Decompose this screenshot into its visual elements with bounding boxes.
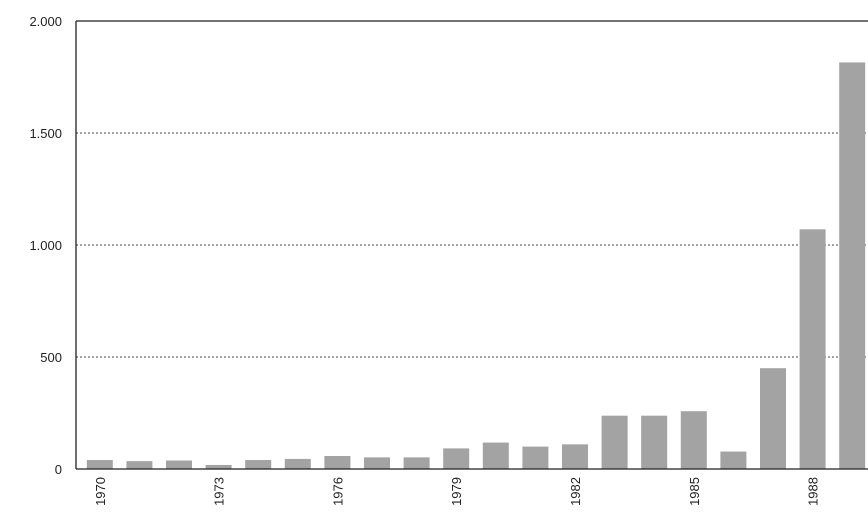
axis-layer bbox=[75, 20, 868, 470]
bar-1986 bbox=[720, 451, 747, 469]
bar-1980 bbox=[482, 442, 509, 469]
x-tick-label: 1970 bbox=[93, 477, 108, 506]
bar-1978 bbox=[403, 457, 430, 469]
bar-1971 bbox=[126, 461, 153, 469]
y-tick-label: 500 bbox=[40, 350, 62, 365]
bar-1974 bbox=[245, 460, 272, 469]
x-tick-label: 1988 bbox=[806, 477, 821, 506]
bar-1981 bbox=[522, 446, 549, 469]
y-tick-label: 1.500 bbox=[29, 126, 62, 141]
bar-1972 bbox=[166, 460, 192, 469]
x-tick-label: 1985 bbox=[687, 477, 702, 506]
y-tick-label: 0 bbox=[55, 462, 62, 477]
bar-layer bbox=[86, 62, 866, 469]
bar-1973 bbox=[205, 464, 232, 469]
x-tick-label: 1979 bbox=[449, 477, 464, 506]
x-tick-labels: 1970 1973 1976 1979 1982 1985 1988 bbox=[93, 477, 821, 506]
bar-1977 bbox=[364, 457, 390, 469]
bar-1984 bbox=[641, 415, 668, 469]
grid-layer bbox=[76, 132, 868, 358]
x-tick-label: 1982 bbox=[568, 477, 583, 506]
y-tick-label: 1.000 bbox=[29, 238, 62, 253]
bar-1985 bbox=[680, 411, 707, 469]
bar-1976 bbox=[324, 456, 351, 469]
bar-1979 bbox=[443, 448, 470, 469]
bar-1987 bbox=[760, 368, 786, 469]
bar-1970 bbox=[86, 460, 113, 469]
bar-1982 bbox=[562, 444, 588, 469]
y-tick-labels: 0 500 1.000 1.500 2.000 bbox=[29, 14, 62, 477]
bar-1988 bbox=[799, 229, 826, 469]
x-tick-label: 1976 bbox=[330, 477, 345, 506]
bar-1975 bbox=[284, 458, 311, 469]
y-tick-label: 2.000 bbox=[29, 14, 62, 29]
bar-1983 bbox=[601, 415, 628, 469]
x-tick-label: 1973 bbox=[212, 477, 227, 506]
bar-1989 bbox=[839, 62, 866, 469]
